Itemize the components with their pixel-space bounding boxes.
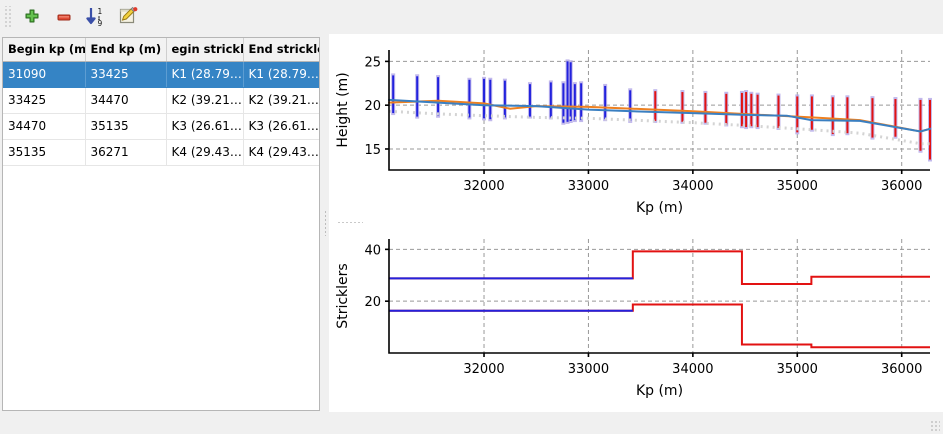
cell-end-strickler: K2 (39.21… bbox=[243, 87, 319, 114]
cell-end-kp: 35135 bbox=[85, 113, 167, 140]
svg-text:35000: 35000 bbox=[777, 179, 818, 194]
table-row[interactable]: 35135 36271 K4 (29.43… K4 (29.43… bbox=[3, 139, 319, 166]
plus-icon bbox=[23, 8, 41, 26]
svg-text:15: 15 bbox=[364, 143, 381, 158]
table-pane: Begin kp (m) End kp (m) egin strickle En… bbox=[0, 34, 322, 412]
svg-text:34000: 34000 bbox=[672, 362, 713, 377]
svg-text:34000: 34000 bbox=[672, 179, 713, 194]
height-profile-chart[interactable]: 15 20 25 32000 33000 34000 35000 36000 Kp (m) Hei… bbox=[329, 34, 943, 219]
column-header-end-strickler[interactable]: End stricklen bbox=[243, 38, 319, 62]
svg-text:33000: 33000 bbox=[568, 362, 609, 377]
svg-text:1: 1 bbox=[98, 7, 103, 16]
add-button[interactable] bbox=[16, 2, 48, 32]
edit-note-icon bbox=[117, 6, 139, 28]
cell-begin-strickler: K4 (29.43… bbox=[166, 139, 244, 166]
svg-text:36000: 36000 bbox=[881, 179, 922, 194]
svg-text:20: 20 bbox=[364, 295, 381, 310]
cell-begin-kp: 33425 bbox=[3, 87, 86, 114]
table-row[interactable]: 31090 33425 K1 (28.79… K1 (28.79… bbox=[3, 61, 319, 88]
cell-begin-kp: 35135 bbox=[3, 139, 86, 166]
sort-button[interactable]: 1 9 bbox=[80, 2, 112, 32]
column-header-begin-strickler[interactable]: egin strickle bbox=[166, 38, 244, 62]
vertical-splitter-handle[interactable] bbox=[322, 34, 329, 412]
charts-pane: 15 20 25 32000 33000 34000 35000 36000 Kp (m) Hei… bbox=[329, 34, 943, 412]
toolbar: 1 9 bbox=[0, 0, 943, 35]
splitter-grip bbox=[337, 221, 363, 224]
cell-begin-strickler: K3 (26.61… bbox=[166, 113, 244, 140]
svg-text:36000: 36000 bbox=[881, 362, 922, 377]
cell-begin-kp: 31090 bbox=[3, 61, 86, 88]
horizontal-splitter-handle[interactable] bbox=[329, 219, 943, 227]
stricklers-chart[interactable]: 20 40 32000 33000 34000 35000 36000 Kp (m) Stric… bbox=[329, 227, 943, 412]
cell-end-strickler: K4 (29.43… bbox=[243, 139, 319, 166]
cell-end-kp: 34470 bbox=[85, 87, 167, 114]
status-bar bbox=[0, 412, 943, 434]
column-header-end-kp[interactable]: End kp (m) bbox=[85, 38, 167, 62]
svg-text:Kp (m): Kp (m) bbox=[636, 383, 683, 399]
svg-text:35000: 35000 bbox=[777, 362, 818, 377]
cell-end-strickler: K3 (26.61… bbox=[243, 113, 319, 140]
svg-text:33000: 33000 bbox=[568, 179, 609, 194]
cell-begin-strickler: K1 (28.79… bbox=[166, 61, 244, 88]
svg-text:32000: 32000 bbox=[463, 362, 504, 377]
minus-icon bbox=[55, 8, 73, 26]
svg-text:Kp (m): Kp (m) bbox=[636, 200, 683, 216]
resize-grip[interactable] bbox=[930, 420, 940, 432]
reach-table[interactable]: Begin kp (m) End kp (m) egin strickle En… bbox=[2, 37, 320, 411]
main-splitter: Begin kp (m) End kp (m) egin strickle En… bbox=[0, 34, 943, 434]
sort-descending-icon: 1 9 bbox=[85, 6, 107, 28]
table-row[interactable]: 34470 35135 K3 (26.61… K3 (26.61… bbox=[3, 113, 319, 140]
splitter-grip bbox=[324, 210, 327, 236]
table-header-row: Begin kp (m) End kp (m) egin strickle En… bbox=[3, 38, 319, 62]
svg-text:20: 20 bbox=[364, 99, 381, 114]
svg-text:32000: 32000 bbox=[463, 179, 504, 194]
svg-text:25: 25 bbox=[364, 55, 381, 70]
svg-text:Stricklers: Stricklers bbox=[335, 263, 351, 328]
cell-end-kp: 36271 bbox=[85, 139, 167, 166]
column-header-begin-kp[interactable]: Begin kp (m) bbox=[3, 38, 86, 62]
toolbar-drag-handle[interactable] bbox=[3, 6, 12, 28]
cell-begin-strickler: K2 (39.21… bbox=[166, 87, 244, 114]
cell-end-strickler: K1 (28.79… bbox=[243, 61, 319, 88]
svg-text:9: 9 bbox=[98, 19, 103, 28]
remove-button[interactable] bbox=[48, 2, 80, 32]
cell-begin-kp: 34470 bbox=[3, 113, 86, 140]
svg-text:Height (m): Height (m) bbox=[335, 72, 351, 147]
table-row[interactable]: 33425 34470 K2 (39.21… K2 (39.21… bbox=[3, 87, 319, 114]
svg-text:40: 40 bbox=[364, 243, 381, 258]
cell-end-kp: 33425 bbox=[85, 61, 167, 88]
edit-button[interactable] bbox=[112, 2, 144, 32]
